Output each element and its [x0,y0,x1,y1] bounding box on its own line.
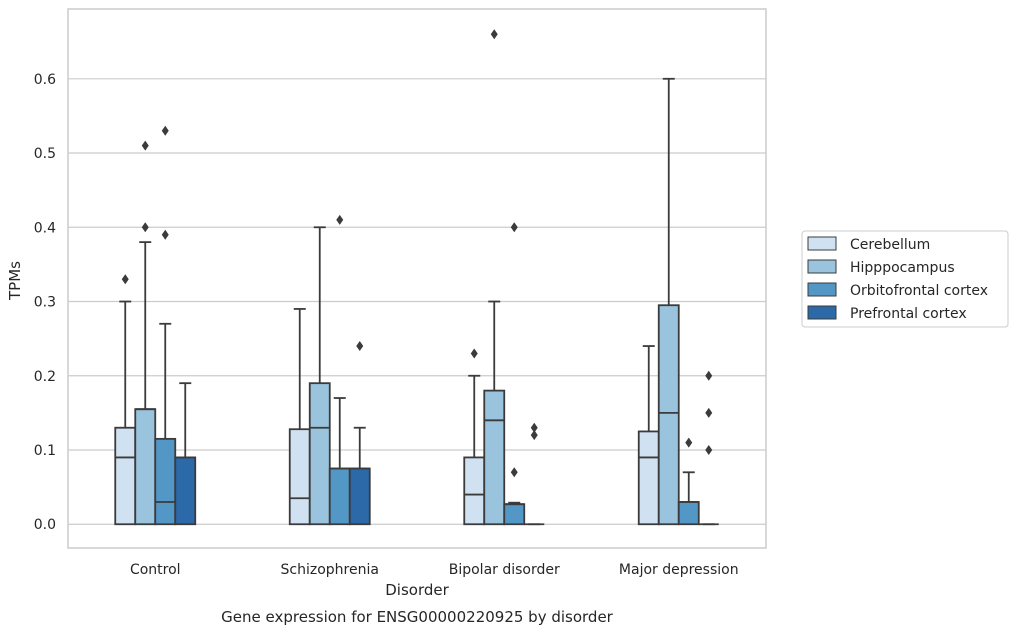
box-body [174,456,197,526]
x-tick-label: Control [130,562,181,578]
box-3-0 [174,382,197,526]
outlier-point [490,29,498,40]
boxes [114,29,719,526]
y-tick-label: 0.2 [34,369,56,385]
x-axis-label: Disorder [385,581,449,599]
box-body [483,389,506,526]
box-1-3 [657,77,680,526]
box-1-1 [308,226,331,526]
legend-label: Prefrontal cortex [850,306,967,322]
box-body [288,428,311,526]
outlier-point [705,445,713,455]
box-body [328,467,351,526]
box-2-1 [328,214,351,526]
outlier-point [705,407,713,418]
legend: Cerebellum Hipppocampus Orbitofrontal cort… [801,230,1009,328]
box-body [463,456,486,526]
outlier-point [336,214,344,225]
legend-swatch [807,259,837,274]
outlier-point [356,341,364,352]
y-tick-label: 0.0 [34,517,56,533]
y-tick-label: 0.5 [34,146,56,162]
box-0-2 [463,348,486,526]
box-3-3 [698,370,719,526]
legend-swatch [807,236,837,251]
outlier-point [510,467,518,478]
x-tick-label: Major depression [619,562,739,578]
outlier-point [121,274,129,285]
outlier-point [705,370,713,381]
outlier-point [530,422,538,433]
legend-label: Hipppocampus [850,260,955,276]
outlier-point [141,222,149,233]
box-3-1 [348,341,371,526]
outlier-point [161,229,169,240]
legend-label: Orbitofrontal cortex [850,283,988,299]
box-body [308,382,331,526]
box-1-0 [134,140,157,526]
outlier-point [530,430,538,441]
y-tick-label: 0.6 [34,72,56,88]
box-2-3 [677,437,700,526]
box-2-0 [154,125,177,526]
box-body [114,426,137,526]
chart-caption: Gene expression for ENSG00000220925 by d… [221,608,614,626]
legend-frame [801,230,1009,328]
box-body [503,503,526,526]
outlier-point [685,437,693,448]
outlier-point [470,348,478,359]
box-0-0 [114,274,137,526]
y-tick-label: 0.4 [34,220,56,236]
outlier-point [141,140,149,151]
legend-swatch [807,305,837,320]
outlier-point [161,125,169,136]
box-1-2 [483,29,506,526]
x-tick-label: Schizophrenia [281,562,379,578]
box-body [348,467,371,526]
plot-frame [67,8,767,549]
box-body [677,501,700,526]
x-tick-labels: Control Schizophrenia Bipolar disorder Majo… [130,562,739,578]
box-0-3 [637,345,660,526]
y-tick-label: 0.3 [34,295,56,311]
y-axis-label: TPMs [6,261,24,301]
y-tick-label: 0.1 [34,443,56,459]
y-tick-labels: 0.0 0.1 0.2 0.3 0.4 0.5 0.6 [34,72,56,533]
grid-lines [68,78,766,525]
outlier-point [510,222,518,233]
box-3-2 [524,422,545,526]
box-0-1 [288,308,311,526]
box-body [134,408,157,526]
box-2-2 [503,222,526,526]
box-body [637,430,660,526]
box-body [154,437,177,526]
x-tick-label: Bipolar disorder [449,562,560,578]
legend-swatch [807,282,837,297]
legend-label: Cerebellum [850,237,930,253]
box-body [657,304,680,526]
